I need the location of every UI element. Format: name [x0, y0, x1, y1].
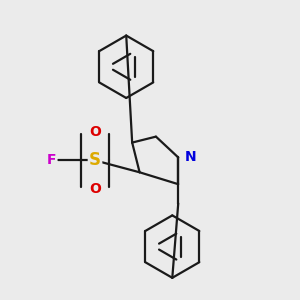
Text: O: O — [89, 125, 101, 139]
Text: F: F — [47, 153, 56, 167]
Text: S: S — [89, 152, 101, 169]
Text: N: N — [185, 150, 197, 164]
Text: O: O — [89, 182, 101, 196]
